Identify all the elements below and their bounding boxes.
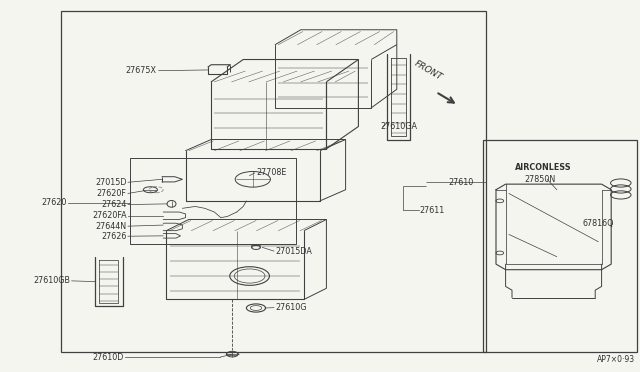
Text: 27610GB: 27610GB bbox=[33, 276, 70, 285]
Text: 27624: 27624 bbox=[101, 200, 127, 209]
Text: 27610: 27610 bbox=[448, 178, 473, 187]
Bar bbox=[483, 140, 637, 352]
Text: 27611: 27611 bbox=[419, 206, 444, 215]
Bar bbox=[61, 11, 486, 352]
Text: 67816Q: 67816Q bbox=[583, 219, 614, 228]
Text: 27610GA: 27610GA bbox=[381, 122, 418, 131]
Text: 27610D: 27610D bbox=[92, 353, 124, 362]
Text: FRONT: FRONT bbox=[413, 59, 444, 82]
Text: 27620F: 27620F bbox=[97, 189, 127, 198]
Text: 27610G: 27610G bbox=[275, 303, 307, 312]
Bar bbox=[130, 158, 296, 244]
Text: AP7×0·93: AP7×0·93 bbox=[596, 355, 635, 364]
Text: 27644N: 27644N bbox=[95, 222, 127, 231]
Text: 27620: 27620 bbox=[42, 198, 67, 207]
Text: 27626: 27626 bbox=[101, 232, 127, 241]
Text: AIRCONLESS: AIRCONLESS bbox=[515, 163, 572, 172]
Text: 27675X: 27675X bbox=[126, 66, 157, 75]
Text: 27015D: 27015D bbox=[95, 178, 127, 187]
Text: 27620FA: 27620FA bbox=[92, 211, 127, 220]
Text: 27015DA: 27015DA bbox=[275, 247, 312, 256]
Text: 27708E: 27708E bbox=[256, 169, 286, 177]
Text: 27850N: 27850N bbox=[525, 175, 556, 184]
